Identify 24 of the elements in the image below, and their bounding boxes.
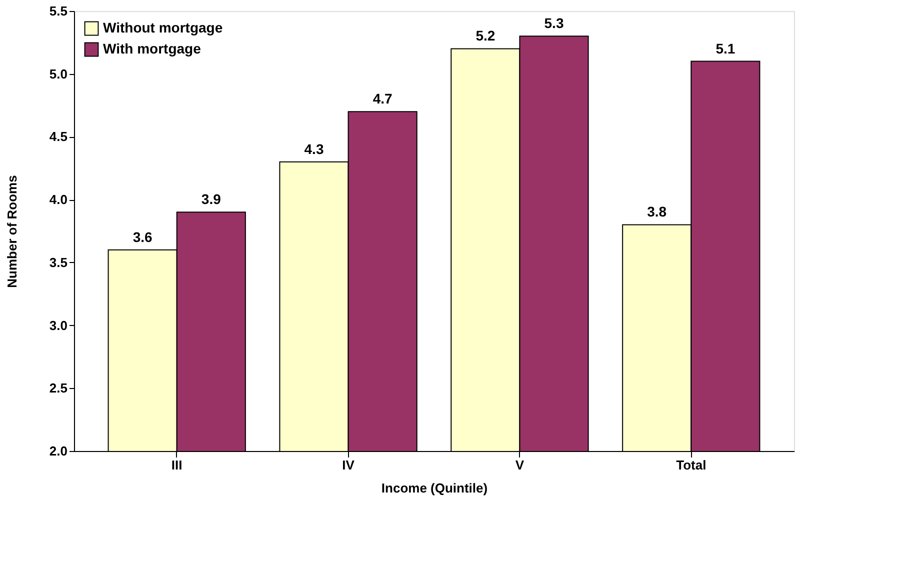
- y-tick-label: 4.5: [49, 129, 68, 144]
- y-axis-title: Number of Rooms: [4, 175, 20, 288]
- x-tick-label: Total: [676, 458, 706, 472]
- data-label: 3.8: [647, 204, 667, 220]
- x-axis-title: Income (Quintile): [381, 480, 488, 496]
- y-tick-label: 3.0: [49, 318, 68, 333]
- y-tick-label: 4.0: [49, 192, 68, 208]
- y-tick-label: 5.5: [49, 4, 68, 18]
- y-tick-label: 3.5: [49, 254, 68, 270]
- data-label: 4.7: [372, 90, 393, 107]
- legend-label: With mortgage: [103, 40, 202, 56]
- data-label: 3.6: [132, 228, 153, 245]
- legend-label: Without mortgage: [103, 20, 223, 36]
- data-label: 4.3: [304, 140, 324, 157]
- x-tick-label: V: [515, 458, 524, 472]
- data-label: 5.2: [476, 28, 496, 44]
- y-tick-label: 5.0: [49, 66, 68, 82]
- y-tick-label: 2.5: [49, 380, 68, 396]
- data-label: 5.1: [716, 40, 736, 56]
- data-label: 3.9: [201, 191, 222, 208]
- data-label: 5.3: [544, 15, 564, 32]
- x-tick-label: III: [171, 458, 182, 472]
- x-tick-label: IV: [342, 458, 355, 472]
- y-tick-label: 2.0: [49, 444, 68, 458]
